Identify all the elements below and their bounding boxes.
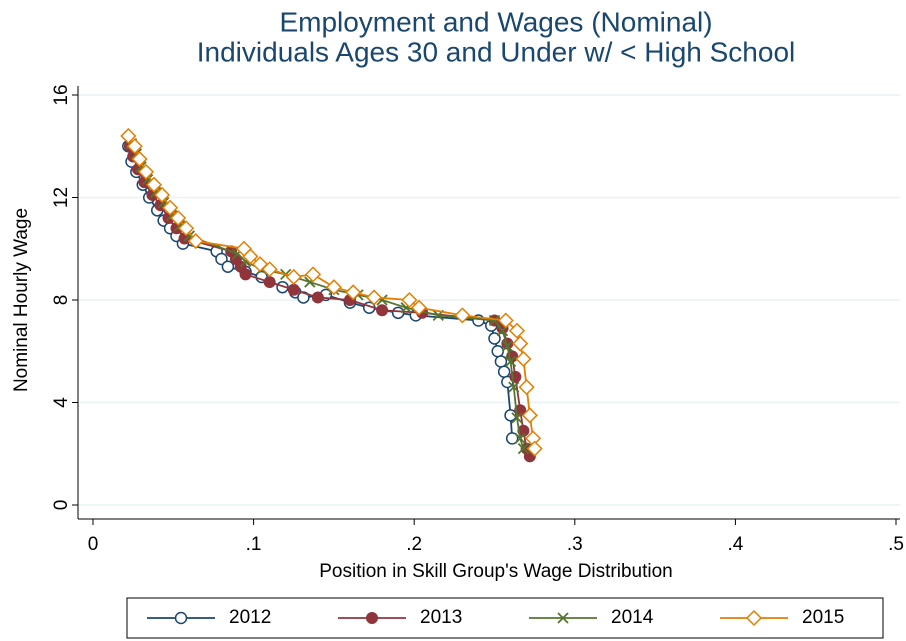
x-tick-label: .3 bbox=[567, 534, 583, 555]
point bbox=[505, 432, 519, 445]
point bbox=[410, 299, 428, 316]
series bbox=[120, 127, 543, 457]
legend-label: 2014 bbox=[611, 607, 654, 628]
point bbox=[491, 345, 504, 358]
point bbox=[501, 340, 513, 352]
point bbox=[454, 307, 471, 324]
point bbox=[504, 355, 517, 368]
legend-marker bbox=[366, 612, 378, 624]
y-tick-label: 8 bbox=[51, 295, 72, 306]
x-tick-label: .4 bbox=[727, 534, 743, 555]
point bbox=[242, 248, 259, 265]
point bbox=[304, 266, 322, 283]
x-tick-label: .5 bbox=[888, 534, 904, 555]
point bbox=[497, 365, 511, 378]
point bbox=[285, 268, 302, 285]
point bbox=[325, 279, 342, 296]
point bbox=[494, 355, 508, 368]
point bbox=[518, 379, 535, 396]
point bbox=[391, 306, 405, 320]
legend-label: 2012 bbox=[229, 607, 271, 628]
legend-box bbox=[126, 597, 884, 639]
x-tick-label: .1 bbox=[246, 534, 262, 555]
point bbox=[178, 220, 195, 237]
point bbox=[508, 381, 520, 393]
point bbox=[365, 289, 383, 306]
point bbox=[145, 176, 163, 193]
chart-subtitle: Individuals Ages 30 and Under w/ < High … bbox=[197, 36, 796, 67]
point bbox=[517, 442, 530, 455]
point bbox=[508, 322, 526, 339]
y-axis-label: Nominal Hourly Wage bbox=[11, 208, 32, 392]
point bbox=[311, 291, 324, 304]
point bbox=[120, 127, 137, 145]
legend-marker bbox=[745, 609, 763, 627]
point bbox=[162, 199, 179, 216]
point bbox=[263, 276, 276, 289]
point bbox=[376, 304, 389, 317]
x-tick-label: 0 bbox=[88, 534, 99, 555]
x-axis-label: Position in Skill Group's Wage Distribut… bbox=[319, 561, 673, 582]
legend-label: 2013 bbox=[420, 607, 462, 628]
point bbox=[515, 350, 532, 367]
point bbox=[511, 412, 523, 424]
chart-title: Employment and Wages (Nominal) bbox=[279, 6, 712, 37]
point bbox=[401, 291, 418, 309]
point bbox=[126, 138, 143, 155]
point bbox=[514, 432, 526, 445]
legend-marker bbox=[174, 611, 188, 625]
point bbox=[261, 261, 278, 278]
point bbox=[170, 209, 187, 227]
point bbox=[137, 163, 155, 180]
point bbox=[221, 260, 235, 273]
point bbox=[521, 407, 538, 424]
point bbox=[239, 268, 252, 281]
point bbox=[131, 151, 148, 168]
legend-marker bbox=[557, 612, 569, 624]
point bbox=[526, 440, 543, 457]
point bbox=[488, 332, 501, 345]
series-line bbox=[129, 145, 531, 457]
point bbox=[287, 283, 300, 296]
y-tick-label: 12 bbox=[51, 187, 72, 208]
point bbox=[488, 314, 501, 327]
y-tick-label: 4 bbox=[51, 397, 72, 408]
legend-label: 2015 bbox=[802, 607, 844, 628]
y-tick-label: 0 bbox=[51, 500, 72, 511]
y-tick-label: 16 bbox=[51, 84, 72, 105]
point bbox=[512, 335, 529, 352]
x-tick-label: .2 bbox=[406, 534, 422, 555]
point bbox=[345, 284, 362, 301]
point bbox=[187, 233, 204, 250]
point bbox=[153, 186, 171, 203]
point bbox=[497, 312, 514, 329]
